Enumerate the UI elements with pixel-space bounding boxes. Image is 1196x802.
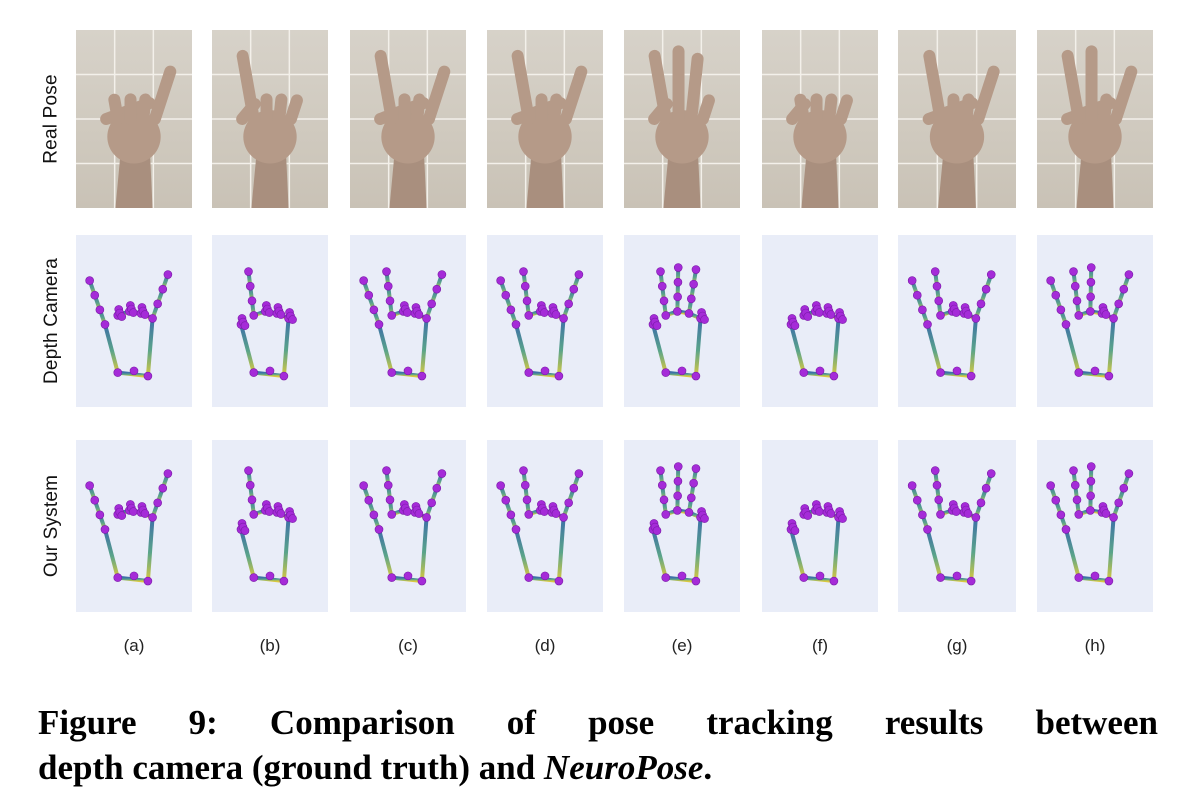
- hand-skeleton: [359, 466, 447, 586]
- column-label: (d): [534, 636, 556, 655]
- hand-photo: [374, 49, 451, 208]
- our-system-skeleton: [898, 440, 1016, 612]
- column-label: (e): [671, 636, 693, 655]
- real-pose-photo: [487, 30, 603, 208]
- hand-photo: [1061, 45, 1138, 208]
- row-label-depth-camera: Depth Camera: [32, 235, 72, 407]
- real-pose-photo: [898, 30, 1016, 208]
- hand-skeleton: [236, 466, 297, 586]
- depth-camera-skeleton: [898, 235, 1016, 407]
- our-system-skeleton: [624, 440, 740, 612]
- hand-skeleton: [786, 301, 847, 381]
- row-label-our-system: Our System: [32, 440, 72, 612]
- caption-word: between: [1035, 703, 1158, 742]
- real-pose-photo: [76, 30, 192, 208]
- hand-skeleton: [496, 267, 584, 381]
- column-label: (h): [1084, 636, 1106, 655]
- real-pose-photo: [212, 30, 328, 208]
- real-pose-photo: [350, 30, 466, 208]
- depth-camera-skeleton: [487, 235, 603, 407]
- hand-skeleton: [1046, 462, 1134, 586]
- real-pose-photo: [624, 30, 740, 208]
- hand-photo: [236, 49, 303, 208]
- column-label: (a): [123, 636, 145, 655]
- real-pose-photo: [1037, 30, 1153, 208]
- row-label-real-pose: Real Pose: [32, 30, 72, 208]
- caption-line-1: Figure 9: Comparison of pose tracking results b…: [38, 700, 1158, 745]
- hand-skeleton: [786, 500, 847, 586]
- hand-skeleton: [648, 462, 709, 586]
- column-label: (f): [811, 636, 829, 655]
- real-pose-photo: [762, 30, 878, 208]
- caption-line-2: depth camera (ground truth) and NeuroPos…: [38, 745, 1158, 790]
- depth-camera-skeleton: [76, 235, 192, 407]
- hand-photo: [922, 49, 1000, 208]
- column-label: (b): [259, 636, 281, 655]
- hand-skeleton: [1046, 263, 1134, 381]
- caption-word: 9:: [188, 703, 218, 742]
- hand-skeleton: [236, 267, 297, 381]
- caption-period: .: [703, 748, 713, 787]
- row-label-text: Depth Camera: [41, 258, 62, 384]
- hand-photo: [648, 45, 715, 208]
- caption-system-name: NeuroPose: [543, 748, 704, 787]
- hand-photo: [511, 49, 588, 208]
- depth-camera-skeleton: [762, 235, 878, 407]
- column-label: (g): [946, 636, 968, 655]
- hand-skeleton: [496, 466, 584, 586]
- hand-photo: [786, 93, 853, 208]
- our-system-skeleton: [76, 440, 192, 612]
- column-label: (c): [398, 636, 418, 655]
- caption-word: Figure: [38, 703, 137, 742]
- hand-photo: [100, 65, 177, 208]
- our-system-skeleton: [212, 440, 328, 612]
- depth-camera-skeleton: [212, 235, 328, 407]
- our-system-skeleton: [762, 440, 878, 612]
- our-system-skeleton: [1037, 440, 1153, 612]
- row-label-text: Real Pose: [41, 74, 62, 164]
- figure-caption: Figure 9: Comparison of pose tracking results b…: [38, 700, 1158, 790]
- row-label-text: Our System: [41, 474, 62, 578]
- caption-word: of: [506, 703, 536, 742]
- depth-camera-skeleton: [1037, 235, 1153, 407]
- caption-word: results: [884, 703, 984, 742]
- hand-skeleton: [85, 270, 173, 381]
- caption-text: depth camera (ground truth) and: [38, 748, 544, 787]
- hand-skeleton: [648, 263, 709, 381]
- hand-skeleton: [85, 469, 173, 586]
- hand-skeleton: [359, 267, 447, 381]
- caption-word: tracking: [706, 703, 833, 742]
- hand-skeleton: [907, 267, 996, 381]
- figure: Real Pose Depth Camera Our System (a) (b)…: [32, 30, 1153, 655]
- depth-camera-skeleton: [350, 235, 466, 407]
- caption-word: pose: [588, 703, 655, 742]
- caption-word: Comparison: [269, 703, 455, 742]
- hand-skeleton: [907, 466, 996, 586]
- our-system-skeleton: [350, 440, 466, 612]
- depth-camera-skeleton: [624, 235, 740, 407]
- our-system-skeleton: [487, 440, 603, 612]
